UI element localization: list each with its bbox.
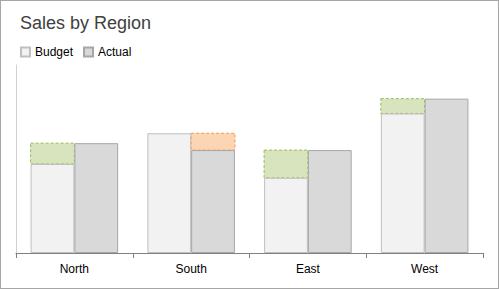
svg-text:South: South: [175, 262, 206, 276]
svg-text:North: North: [60, 262, 89, 276]
svg-text:Sales by Region: Sales by Region: [20, 13, 151, 33]
svg-text:Budget: Budget: [35, 45, 74, 59]
svg-text:Actual: Actual: [98, 45, 131, 59]
svg-text:West: West: [411, 262, 439, 276]
svg-text:East: East: [296, 262, 321, 276]
